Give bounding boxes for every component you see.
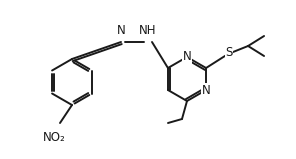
Text: S: S [225, 45, 233, 59]
Text: N: N [202, 83, 210, 97]
Text: N: N [183, 51, 192, 63]
Text: NO₂: NO₂ [43, 131, 65, 144]
Text: N: N [117, 24, 126, 37]
Text: NH: NH [139, 24, 157, 37]
